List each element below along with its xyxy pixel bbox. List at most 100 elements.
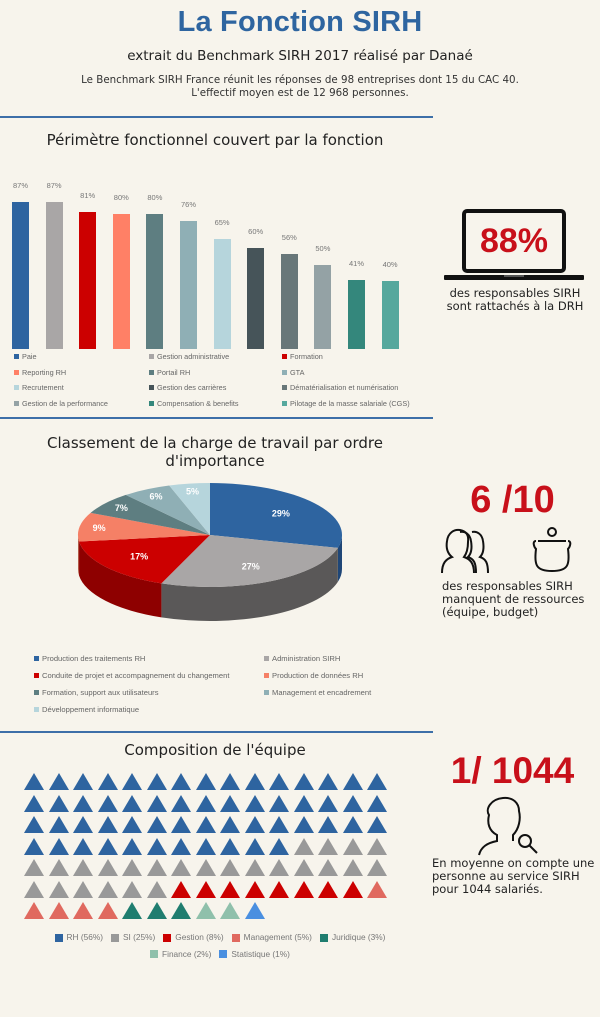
stat-88-text-line-2: sont rattachés à la DRH	[446, 299, 584, 313]
team-member-triangle	[122, 880, 142, 898]
bar-chart: 87% 87% 81% 80% 80% 76% 65% 60% 56% 50% 41% 40%	[0, 0, 430, 360]
team-member-triangle	[73, 773, 93, 790]
team-member-triangle	[48, 859, 69, 876]
team-member-triangle	[73, 837, 93, 855]
team-member-triangle	[24, 859, 44, 876]
legend-swatch	[14, 400, 19, 406]
legend-item: Production de données RH	[264, 670, 414, 681]
team-member-triangle	[293, 859, 314, 876]
legend-swatch	[150, 950, 159, 958]
team-member-triangle	[318, 816, 338, 833]
legend-label: Management (5%)	[243, 932, 312, 942]
pie-chart-title-line-1: Classement de la charge de travail par o…	[47, 434, 383, 452]
legend-swatch	[34, 656, 39, 661]
people-icon	[441, 528, 489, 574]
page-title: La Fonction SIRH	[177, 6, 423, 38]
team-and-purse-icon	[441, 527, 572, 574]
stat-6-10-value: 6 /10	[470, 479, 555, 521]
stat-1044-text-line-1: En moyenne on compte une	[432, 856, 595, 870]
legend-swatch	[149, 354, 154, 359]
team-member-triangle	[293, 794, 314, 812]
team-member-triangle	[244, 859, 265, 876]
section-divider	[0, 116, 433, 118]
team-member-triangle	[24, 880, 44, 898]
legend-swatch	[282, 369, 287, 375]
laptop-icon	[444, 209, 584, 280]
pie-slice	[79, 535, 210, 584]
intro-text: Le Benchmark SIRH France réunit les répo…	[0, 74, 600, 100]
team-member-triangle	[97, 880, 118, 898]
bar	[314, 264, 332, 349]
legend-swatch	[264, 673, 269, 678]
legend-item: RH (56%)	[54, 930, 103, 945]
legend-item: Formation, support aux utilisateurs	[34, 687, 264, 698]
team-member-triangle	[342, 773, 363, 790]
legend-label: Juridique (3%)	[331, 932, 386, 942]
legend-item: Formation	[282, 351, 417, 362]
legend-label: Gestion des carrières	[157, 383, 227, 392]
legend-label: Portail RH	[157, 367, 191, 377]
team-member-triangle	[244, 880, 265, 898]
legend-label: Pilotage de la masse salariale (CGS)	[290, 398, 410, 408]
legend-swatch	[110, 933, 119, 942]
team-member-triangle	[293, 816, 314, 833]
team-member-triangle	[122, 773, 142, 790]
team-member-triangle	[146, 816, 167, 833]
team-member-triangle	[171, 859, 191, 876]
pie-slice	[125, 485, 210, 535]
pie-slice	[161, 535, 338, 587]
legend-swatch	[219, 950, 228, 958]
legend-label: Production de données RH	[272, 671, 364, 680]
team-member-triangle	[318, 794, 338, 812]
pie-chart-legend: Production des traitements RH Administrat…	[34, 653, 414, 715]
bar	[45, 201, 63, 349]
team-member-triangle	[195, 773, 216, 790]
team-member-triangle	[73, 902, 93, 919]
team-member-triangle	[195, 794, 216, 812]
bar	[79, 212, 97, 349]
team-member-triangle	[293, 837, 314, 855]
bar	[12, 201, 29, 349]
team-member-triangle	[342, 880, 363, 898]
team-member-triangle	[244, 773, 265, 790]
legend-swatch	[34, 690, 39, 695]
bar	[247, 247, 265, 349]
team-member-triangle	[73, 794, 93, 812]
team-member-triangle	[171, 902, 191, 919]
pie-chart-title-line-2: d'importance	[165, 452, 265, 470]
pie-slice-label: 17%	[130, 552, 148, 562]
team-member-triangle	[48, 773, 69, 790]
bar-value-label: 87%	[46, 180, 62, 190]
team-member-triangle	[146, 794, 167, 812]
team-member-triangle	[367, 773, 387, 790]
legend-swatch	[282, 354, 287, 359]
team-member-triangle	[171, 794, 191, 812]
team-member-triangle	[24, 902, 44, 919]
team-member-triangle	[195, 837, 216, 855]
legend-label: SI (25%)	[122, 932, 156, 942]
legend-label: GTA	[290, 367, 305, 377]
legend-label: Production des traitements RH	[42, 654, 146, 663]
legend-label: RH (56%)	[66, 932, 103, 942]
team-pictogram-chart	[24, 773, 387, 919]
legend-swatch	[149, 400, 154, 406]
stat-6-10-block: 6 /10 des responsables SIRH manquent de …	[425, 470, 600, 630]
team-member-triangle	[195, 902, 216, 919]
stat-6-10-text-line-3: (équipe, budget)	[442, 605, 539, 619]
legend-swatch	[14, 385, 19, 390]
stat-1044-text-line-3: pour 1044 salariés.	[432, 882, 543, 896]
stat-6-10-text: des responsables SIRH manquent de ressou…	[442, 580, 600, 619]
bar-value-label: 41%	[348, 258, 364, 268]
bar	[348, 279, 365, 349]
legend-item: Compensation & benefits	[149, 398, 282, 409]
team-member-triangle	[220, 902, 240, 919]
stat-6-10-text-line-2: manquent de ressources	[442, 592, 585, 606]
pie-slice	[169, 483, 210, 535]
team-member-triangle	[97, 773, 118, 790]
team-member-triangle	[48, 794, 69, 812]
legend-item: Portail RH	[149, 367, 282, 378]
intro-line-1: Le Benchmark SIRH France réunit les répo…	[81, 74, 519, 86]
team-member-triangle	[342, 837, 363, 855]
bar	[146, 213, 164, 349]
legend-label: Paie	[22, 352, 37, 361]
